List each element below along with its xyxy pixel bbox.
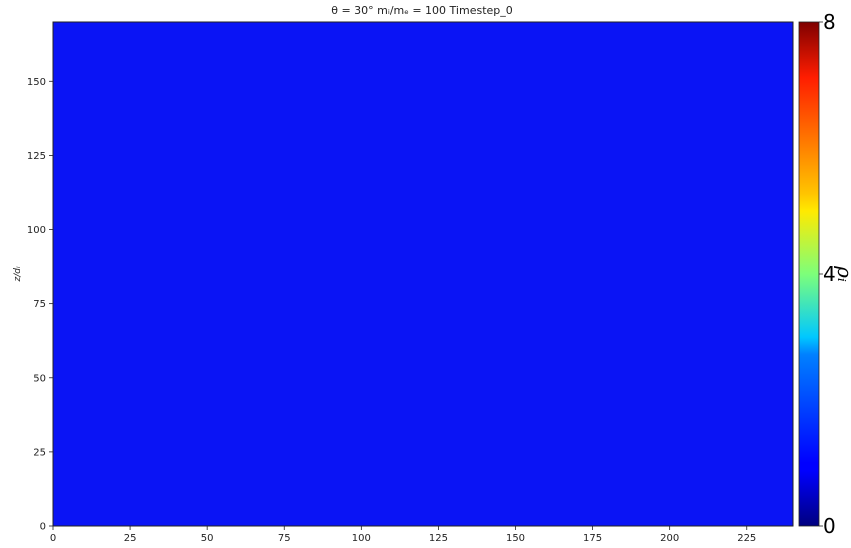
y-tick-label: 125 bbox=[27, 151, 46, 162]
x-tick-label: 200 bbox=[660, 533, 679, 544]
y-tick-label: 100 bbox=[27, 225, 46, 236]
x-tick-label: 125 bbox=[429, 533, 448, 544]
colorbar-ticks: 0 4 8 bbox=[819, 10, 836, 538]
colorbar-tick-label: 0 bbox=[823, 514, 836, 538]
x-tick-label: 0 bbox=[50, 533, 56, 544]
x-tick-label: 175 bbox=[583, 533, 602, 544]
colorbar-label: ρᵢ bbox=[833, 265, 851, 282]
x-axis: 0 25 50 75 100 125 150 175 200 225 bbox=[50, 526, 756, 544]
y-axis: 0 25 50 75 100 125 150 bbox=[27, 77, 53, 533]
y-axis-label: z/dᵢ bbox=[13, 266, 23, 282]
colorbar bbox=[798, 21, 820, 527]
x-tick-label: 150 bbox=[506, 533, 525, 544]
plot-frame bbox=[52, 21, 794, 527]
x-tick-label: 50 bbox=[201, 533, 214, 544]
y-tick-label: 25 bbox=[33, 447, 46, 458]
x-tick-label: 100 bbox=[352, 533, 371, 544]
y-tick-label: 75 bbox=[33, 299, 46, 310]
y-tick-label: 50 bbox=[33, 373, 46, 384]
chart-title: θ = 30° mᵢ/mₑ = 100 Timestep_0 bbox=[331, 4, 513, 17]
colorbar-tick-label: 8 bbox=[823, 10, 836, 34]
x-tick-label: 25 bbox=[124, 533, 137, 544]
colorbar-tick-label: 4 bbox=[823, 262, 836, 286]
heatmap-field bbox=[53, 22, 793, 526]
y-tick-label: 150 bbox=[27, 77, 46, 88]
x-tick-label: 225 bbox=[737, 533, 756, 544]
x-tick-label: 75 bbox=[278, 533, 291, 544]
y-tick-label: 0 bbox=[40, 522, 46, 533]
